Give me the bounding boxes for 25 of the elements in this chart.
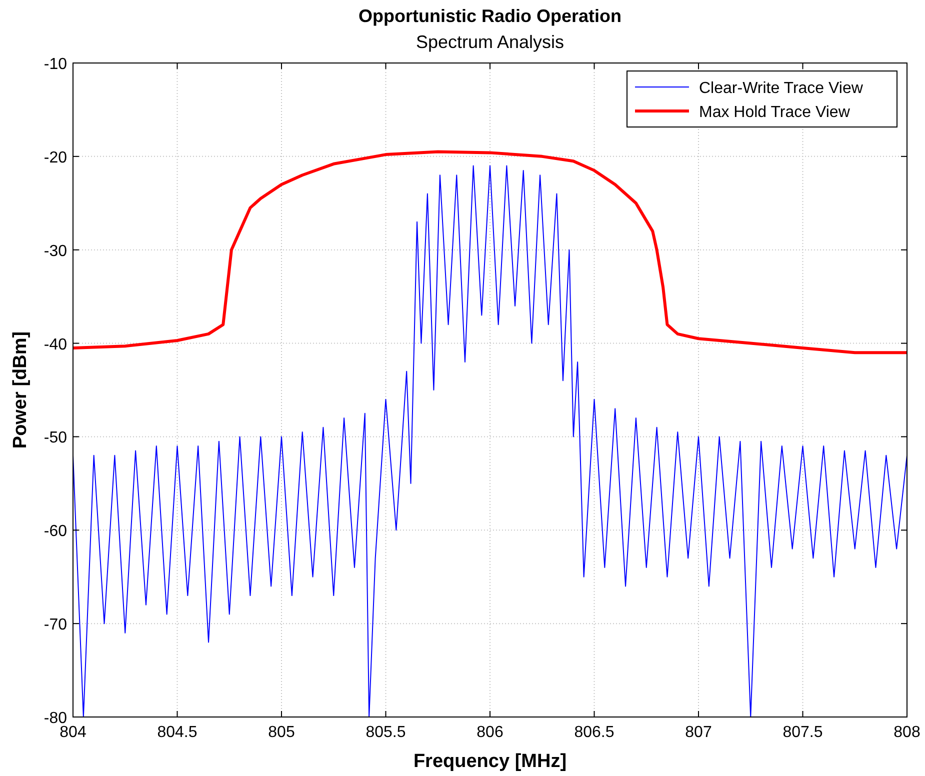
x-tick-label: 804.5 <box>157 724 198 741</box>
x-tick-label: 807 <box>685 724 712 741</box>
y-tick-label: -70 <box>44 616 68 634</box>
y-tick-label: -40 <box>44 336 68 354</box>
y-tick-label: -80 <box>44 710 68 727</box>
x-tick-label: 804 <box>60 724 86 741</box>
legend-label: Clear-Write Trace View <box>699 80 864 97</box>
y-tick-label: -10 <box>44 56 68 73</box>
x-axis-title: Frequency [MHz] <box>413 751 567 772</box>
x-tick-label: 805.5 <box>366 724 406 741</box>
x-tick-label: 808 <box>894 724 920 741</box>
line-series <box>73 150 907 354</box>
y-axis-title: Power [dBm] <box>10 331 31 449</box>
y-tick-label: -20 <box>44 149 68 166</box>
y-tick-label: -50 <box>44 430 68 447</box>
y-tick-label: -30 <box>44 242 68 260</box>
chart-title: Opportunistic Radio Operation <box>358 6 622 26</box>
x-tick-label: 807.5 <box>782 724 823 741</box>
x-tick-label: 806.5 <box>574 724 614 741</box>
line-series <box>73 165 907 717</box>
x-tick-label: 806 <box>476 724 504 741</box>
chart-subtitle: Spectrum Analysis <box>416 32 564 52</box>
y-tick-label: -60 <box>44 523 68 540</box>
x-tick-label: 805 <box>268 724 295 741</box>
legend-label: Max Hold Trace View <box>699 104 850 121</box>
